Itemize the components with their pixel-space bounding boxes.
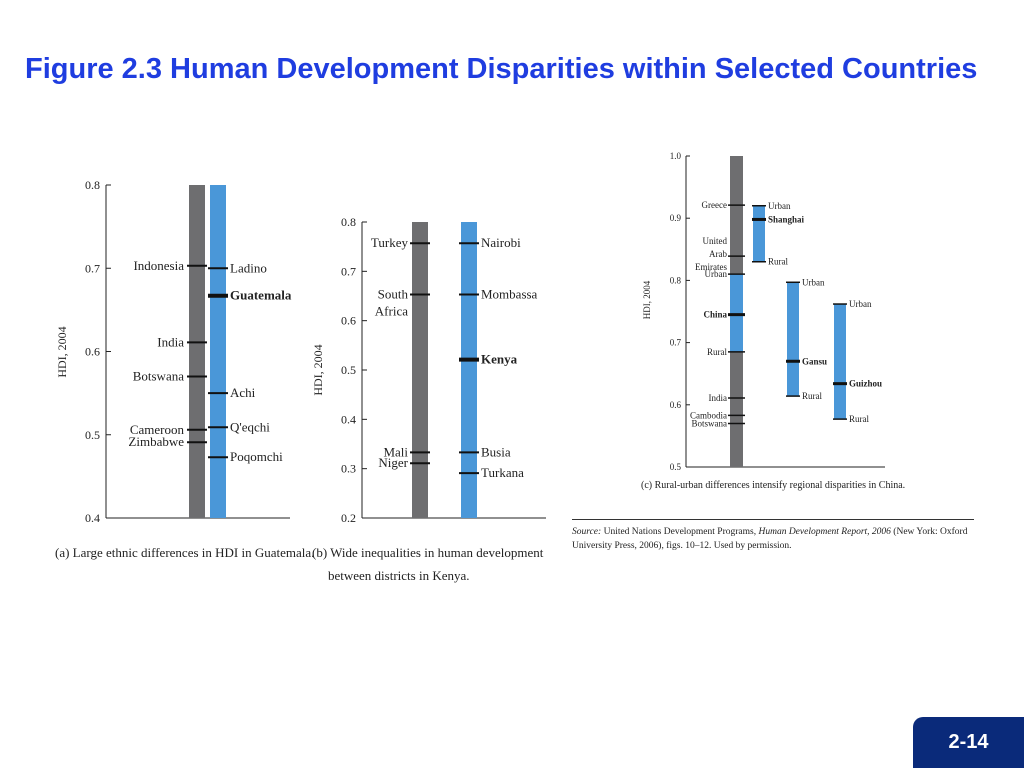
panel-a-caption-line1: (a) Large ethnic differences in HDI in G… — [55, 545, 314, 560]
panel-c-bar-gansu — [787, 282, 799, 397]
panel-b-ytick-label: 0.4 — [341, 412, 356, 426]
source-italic: Human Development Report, 2006 — [758, 527, 891, 537]
panel-b-bar-blue — [461, 222, 477, 518]
panel-c-bar-china-range — [730, 274, 743, 352]
panel-b-ytick-label: 0.3 — [341, 462, 356, 476]
panel-a-label-botswana: Botswana — [133, 368, 185, 383]
panel-a-label-guatemala: Guatemala — [230, 288, 292, 303]
panel-c-label-guizhou: Guizhou — [849, 379, 882, 389]
panel-a-label-cameroon: Cameroon — [130, 422, 185, 437]
panel-a-ytick-label: 0.6 — [85, 345, 100, 359]
panel-a-ytick-label: 0.5 — [85, 428, 100, 442]
panel-c-bar-guizhou — [834, 304, 846, 420]
panel-c-ytick-label: 0.5 — [670, 462, 682, 472]
panel-a-bar-blue — [210, 185, 226, 518]
panel-b-label-nairobi: Nairobi — [481, 235, 521, 250]
panel-c-label-uae-line2: Arab — [709, 249, 727, 259]
panel-c-label-gansu: Gansu — [802, 356, 827, 366]
panel-c-label-guizhou-rural: Rural — [849, 414, 869, 424]
panel-b-label-niger: Niger — [378, 455, 408, 470]
panel-c-label-shanghai-urban: Urban — [768, 201, 791, 211]
panel-c-bar-shanghai — [753, 205, 765, 262]
panel-c-label-botswana: Botswana — [692, 418, 728, 428]
panel-a-ytick-label: 0.8 — [85, 178, 100, 192]
panel-a-label-indonesia: Indonesia — [133, 258, 184, 273]
panel-a-label-india: India — [157, 334, 184, 349]
panel-a-guatemala: HDI, 2004 (a) Large ethnic differences i… — [55, 178, 314, 560]
source-divider — [572, 519, 974, 520]
panel-c-label-gansu-urban: Urban — [802, 277, 825, 287]
panel-c-ylabel: HDI, 2004 — [642, 280, 652, 319]
panel-b-ytick-label: 0.2 — [341, 511, 356, 525]
panel-a-bar-grey — [189, 185, 205, 518]
panel-c-china: HDI, 2004 (c) Rural-urban differences in… — [641, 151, 905, 491]
panel-b-ytick-label: 0.6 — [341, 314, 356, 328]
panel-b-label-busia: Busia — [481, 444, 511, 459]
panel-c-label-uae-line1: United — [703, 236, 728, 246]
panel-c-label-gansu-rural: Rural — [802, 391, 822, 401]
panel-c-ytick-label: 0.6 — [670, 400, 682, 410]
panel-a-label-q-eqchi: Q'eqchi — [230, 419, 270, 434]
slide-title: Figure 2.3 Human Development Disparities… — [25, 53, 978, 85]
panel-b-caption-line1: (b) Wide inequalities in human developme… — [312, 545, 544, 560]
panel-c-label-india: India — [709, 393, 728, 403]
panel-a-ylabel: HDI, 2004 — [55, 326, 69, 377]
panel-b-label-kenya: Kenya — [481, 352, 518, 367]
panel-b-label-mombassa: Mombassa — [481, 287, 538, 302]
panel-c-label-uae-line3: Emirates — [695, 262, 727, 272]
panel-c-label-shanghai-rural: Rural — [768, 257, 788, 267]
panel-b-bar-grey — [412, 222, 428, 518]
panel-b-label-turkey: Turkey — [371, 235, 409, 250]
panel-c-ytick-label: 0.8 — [670, 275, 682, 285]
panel-b-label-south-africa-line2: Africa — [375, 304, 408, 319]
panel-c-label-greece: Greece — [702, 200, 727, 210]
panel-a-ytick-label: 0.4 — [85, 511, 100, 525]
panel-a-label-ladino: Ladino — [230, 260, 267, 275]
panel-b-ytick-label: 0.7 — [341, 264, 356, 278]
source-text: United Nations Development Programs, — [603, 527, 757, 537]
source-label: Source: — [572, 527, 602, 537]
panel-b-ytick-label: 0.8 — [341, 215, 356, 229]
panel-b-label-south-africa-line1: South — [378, 287, 409, 302]
panel-c-label-china: China — [703, 310, 727, 320]
panel-c-label-guizhou-urban: Urban — [849, 299, 872, 309]
panel-b-label-turkana: Turkana — [481, 465, 524, 480]
panel-c-label-shanghai: Shanghai — [768, 214, 805, 224]
panel-b-ytick-label: 0.5 — [341, 363, 356, 377]
panel-c-label-china-rural: Rural — [707, 347, 727, 357]
panel-c-caption: (c) Rural-urban differences intensify re… — [641, 480, 905, 491]
panel-c-label-china-urban: Urban — [705, 269, 728, 279]
panel-b-label-mali: Mali — [383, 444, 408, 459]
panel-a-ytick-label: 0.7 — [85, 261, 100, 275]
panel-b-caption-line2: between districts in Kenya. — [328, 568, 470, 583]
panel-a-label-achi: Achi — [230, 385, 256, 400]
source-rest: (New York: Oxford University Press, 2006… — [572, 527, 968, 551]
panel-b-kenya: HDI, 2004 0.2 0.3 0.4 0.5 0.6 0.7 0.8 Turkey Sou… — [311, 215, 546, 583]
panel-c-ytick-label: 0.7 — [670, 338, 682, 348]
page-number-badge: 2-14 — [913, 717, 1024, 768]
panel-a-label-zimbabwe: Zimbabwe — [128, 434, 184, 449]
panel-c-label-cambodia: Cambodia — [690, 410, 727, 420]
panel-c-ytick-label: 0.9 — [670, 213, 682, 223]
panel-a-label-poqomchi: Poqomchi — [230, 449, 283, 464]
source-note: Source: United Nations Development Progr… — [572, 525, 977, 553]
panel-b-ylabel: HDI, 2004 — [311, 344, 325, 395]
panel-c-ytick-label: 1.0 — [670, 151, 682, 161]
